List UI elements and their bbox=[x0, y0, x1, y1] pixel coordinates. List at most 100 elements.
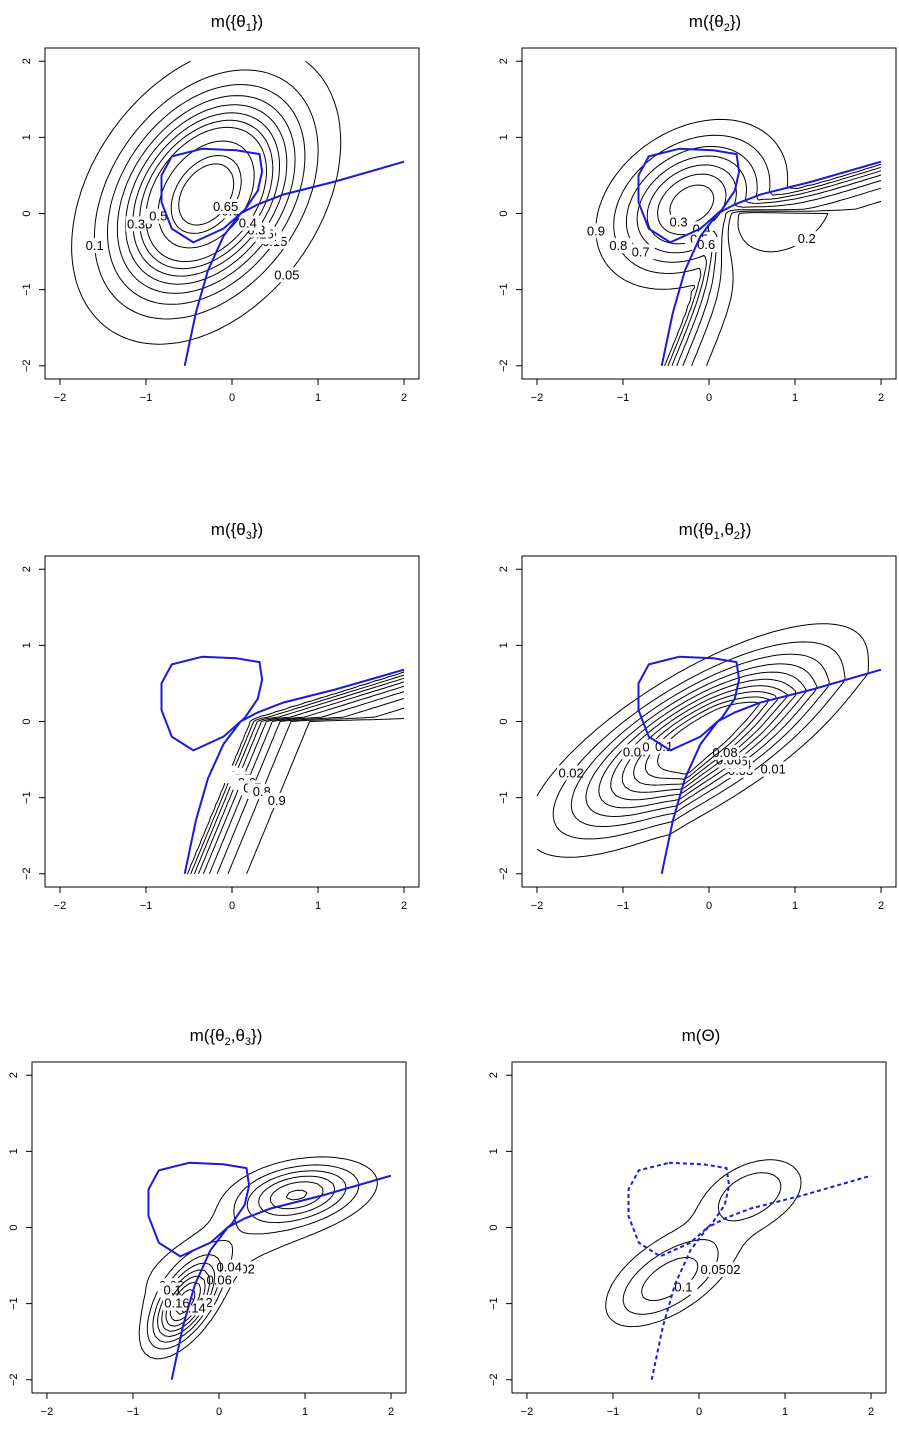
contour-label: 0.16 bbox=[164, 1296, 189, 1311]
contour-label: 0.08 bbox=[712, 745, 737, 760]
y-tick-label: 1 bbox=[8, 1148, 20, 1154]
plot-frame bbox=[521, 47, 897, 380]
y-tick-label: 1 bbox=[21, 642, 33, 648]
x-tick-label: 1 bbox=[315, 900, 321, 912]
x-tick-label: 2 bbox=[878, 900, 884, 912]
x-tick-label: 1 bbox=[782, 1406, 788, 1418]
y-tick-label: −1 bbox=[498, 283, 510, 296]
contour-label: 0.2 bbox=[798, 231, 816, 246]
plot-frame bbox=[31, 1061, 407, 1394]
x-tick-label: 0 bbox=[706, 392, 712, 404]
contour-line bbox=[657, 701, 760, 775]
x-tick-label: −2 bbox=[54, 392, 67, 404]
contour-label: 0.04 bbox=[217, 1260, 242, 1275]
decision-boundary-curve bbox=[183, 668, 405, 875]
contour-line bbox=[646, 164, 882, 366]
contour-line bbox=[536, 623, 869, 858]
y-tick-label: 2 bbox=[8, 1072, 20, 1078]
contour-line bbox=[585, 663, 818, 817]
x-tick-label: 0 bbox=[696, 1406, 702, 1418]
contour-label: 0.01 bbox=[761, 762, 786, 777]
x-tick-label: 0 bbox=[229, 392, 235, 404]
x-tick-label: −2 bbox=[54, 900, 67, 912]
x-tick-label: −1 bbox=[140, 900, 153, 912]
decision-region-boundary bbox=[637, 655, 741, 752]
y-tick-label: 1 bbox=[498, 642, 510, 648]
contour-line bbox=[178, 163, 235, 226]
y-tick-label: 0 bbox=[21, 210, 33, 216]
x-tick-label: 0 bbox=[216, 1406, 222, 1418]
y-tick-label: 2 bbox=[488, 1072, 500, 1078]
y-tick-label: 2 bbox=[498, 566, 510, 572]
y-tick-label: 2 bbox=[21, 566, 33, 572]
panel-title: m({θ2,θ3}) bbox=[190, 1026, 263, 1048]
contour-label: 0.9 bbox=[587, 223, 605, 238]
decision-region-boundary bbox=[147, 1161, 251, 1258]
contour-line bbox=[669, 184, 882, 366]
y-tick-label: 0 bbox=[498, 210, 510, 216]
y-tick-label: −1 bbox=[488, 1297, 500, 1310]
x-tick-label: 2 bbox=[401, 900, 407, 912]
contour-label: 0.1 bbox=[164, 1283, 182, 1298]
y-tick-label: −1 bbox=[8, 1297, 20, 1310]
y-tick-label: 0 bbox=[498, 718, 510, 724]
y-tick-label: 0 bbox=[8, 1224, 20, 1230]
y-tick-label: −2 bbox=[498, 359, 510, 372]
contour-label: 0.06 bbox=[207, 1272, 232, 1287]
contour-line bbox=[625, 146, 882, 366]
contour-label: 0.02 bbox=[558, 765, 583, 780]
contour-line bbox=[622, 1172, 782, 1315]
contour-line bbox=[132, 112, 280, 277]
x-tick-label: −2 bbox=[41, 1406, 54, 1418]
panel-title: m({θ2}) bbox=[689, 12, 741, 34]
plot-frame bbox=[511, 1061, 887, 1394]
contour-label: 0.65 bbox=[213, 199, 238, 214]
panel-title: m({θ1}) bbox=[211, 12, 263, 34]
y-tick-label: 0 bbox=[488, 1224, 500, 1230]
x-tick-label: 0 bbox=[706, 900, 712, 912]
contour-label: 0.3 bbox=[670, 215, 688, 230]
contour-line bbox=[71, 60, 342, 345]
panel-title: m(Θ) bbox=[682, 1026, 721, 1045]
x-tick-label: 2 bbox=[388, 1406, 394, 1418]
x-tick-label: −2 bbox=[531, 392, 544, 404]
contour-line bbox=[170, 155, 242, 234]
panel-3: m({θ3})−2−1012−2−10120.10.20.30.40.50.60… bbox=[21, 520, 420, 912]
contour-line bbox=[145, 126, 267, 262]
x-tick-label: 2 bbox=[401, 392, 407, 404]
contour-label: 0.7 bbox=[632, 244, 650, 259]
x-tick-label: −1 bbox=[617, 392, 630, 404]
x-tick-label: 1 bbox=[792, 900, 798, 912]
y-tick-label: −1 bbox=[498, 791, 510, 804]
contour-label: 0.6 bbox=[697, 237, 715, 252]
contour-line bbox=[657, 173, 882, 366]
decision-region-boundary bbox=[627, 1161, 731, 1258]
y-tick-label: −2 bbox=[21, 359, 33, 372]
contour-line bbox=[552, 641, 846, 840]
decision-region-boundary bbox=[160, 147, 264, 244]
panel-title: m({θ1,θ2}) bbox=[679, 520, 752, 542]
x-tick-label: −1 bbox=[140, 392, 153, 404]
panel-title: m({θ3}) bbox=[211, 520, 263, 542]
contour-line bbox=[139, 119, 274, 270]
contour-line bbox=[570, 653, 830, 827]
x-tick-label: 2 bbox=[878, 392, 884, 404]
y-tick-label: 1 bbox=[488, 1148, 500, 1154]
x-tick-label: −2 bbox=[531, 900, 544, 912]
x-tick-label: 0 bbox=[229, 900, 235, 912]
plot-frame bbox=[521, 555, 897, 888]
contour-label: 0.8 bbox=[609, 238, 627, 253]
contour-label: 0.05 bbox=[701, 1262, 726, 1277]
contour-label: 0.05 bbox=[274, 267, 299, 282]
y-tick-label: 1 bbox=[21, 134, 33, 140]
y-tick-label: 1 bbox=[498, 134, 510, 140]
y-tick-label: −2 bbox=[498, 867, 510, 880]
contour-label: 0.1 bbox=[86, 238, 104, 253]
panel-4: m({θ1,θ2})−2−1012−2−10120.010.020.030.04… bbox=[498, 520, 897, 912]
x-tick-label: 2 bbox=[868, 1406, 874, 1418]
contour-line bbox=[595, 118, 882, 367]
x-tick-label: −1 bbox=[607, 1406, 620, 1418]
x-tick-label: 1 bbox=[302, 1406, 308, 1418]
